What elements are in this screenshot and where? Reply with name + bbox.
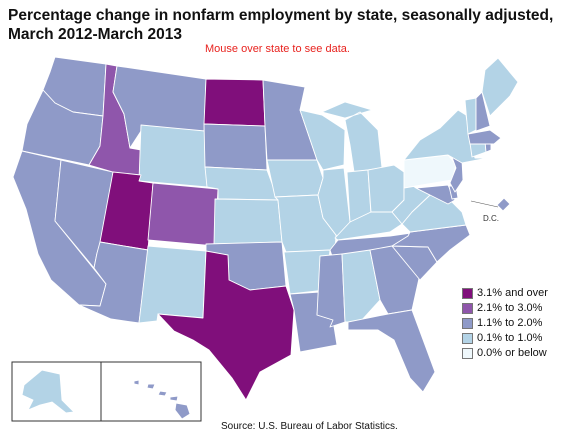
legend-label: 3.1% and over <box>477 287 548 299</box>
state-FL[interactable] <box>347 309 436 393</box>
state-TX[interactable] <box>157 250 295 401</box>
state-IA[interactable] <box>266 159 324 198</box>
hawaii-inset-frame <box>100 361 202 422</box>
legend-item: 1.1% to 2.0% <box>462 316 574 330</box>
legend-item: 0.0% or below <box>462 346 574 360</box>
legend-swatch <box>462 302 473 314</box>
state-DC[interactable] <box>496 197 511 212</box>
legend-swatch <box>462 317 473 329</box>
state-IL[interactable] <box>317 167 351 243</box>
legend-label: 2.1% to 3.0% <box>477 302 543 314</box>
state-AL[interactable] <box>341 249 381 323</box>
legend-item: 2.1% to 3.0% <box>462 301 574 315</box>
map-title: Percentage change in nonfarm employment … <box>8 7 554 43</box>
legend-item: 0.1% to 1.0% <box>462 331 574 345</box>
state-CO[interactable] <box>147 182 219 247</box>
state-SD[interactable] <box>203 123 268 171</box>
state-WI[interactable] <box>299 109 346 171</box>
state-NC[interactable] <box>391 224 471 263</box>
map-legend: 3.1% and over 2.1% to 3.0% 1.1% to 2.0% … <box>462 286 574 361</box>
state-NM[interactable] <box>138 245 207 324</box>
state-MS[interactable] <box>316 253 346 328</box>
state-MA[interactable] <box>467 129 502 145</box>
state-ND[interactable] <box>203 78 266 127</box>
state-PA[interactable] <box>403 154 457 189</box>
source-note: Source: U.S. Bureau of Labor Statistics. <box>221 421 398 432</box>
state-AK[interactable] <box>21 369 75 414</box>
legend-swatch <box>462 287 473 299</box>
legend-swatch <box>462 332 473 344</box>
state-MD[interactable] <box>415 184 456 205</box>
state-NH[interactable] <box>475 91 491 132</box>
state-ME[interactable] <box>481 57 519 117</box>
state-HI[interactable] <box>133 379 191 420</box>
dc-leader-line <box>470 200 499 208</box>
dc-label: D.C. <box>483 214 499 223</box>
legend-label: 0.0% or below <box>477 347 547 359</box>
hover-instruction: Mouse over state to see data. <box>205 43 350 55</box>
legend-swatch <box>462 347 473 359</box>
legend-label: 1.1% to 2.0% <box>477 317 543 329</box>
state-WY[interactable] <box>138 124 208 188</box>
state-KS[interactable] <box>213 198 283 245</box>
legend-item: 3.1% and over <box>462 286 574 300</box>
legend-label: 0.1% to 1.0% <box>477 332 543 344</box>
